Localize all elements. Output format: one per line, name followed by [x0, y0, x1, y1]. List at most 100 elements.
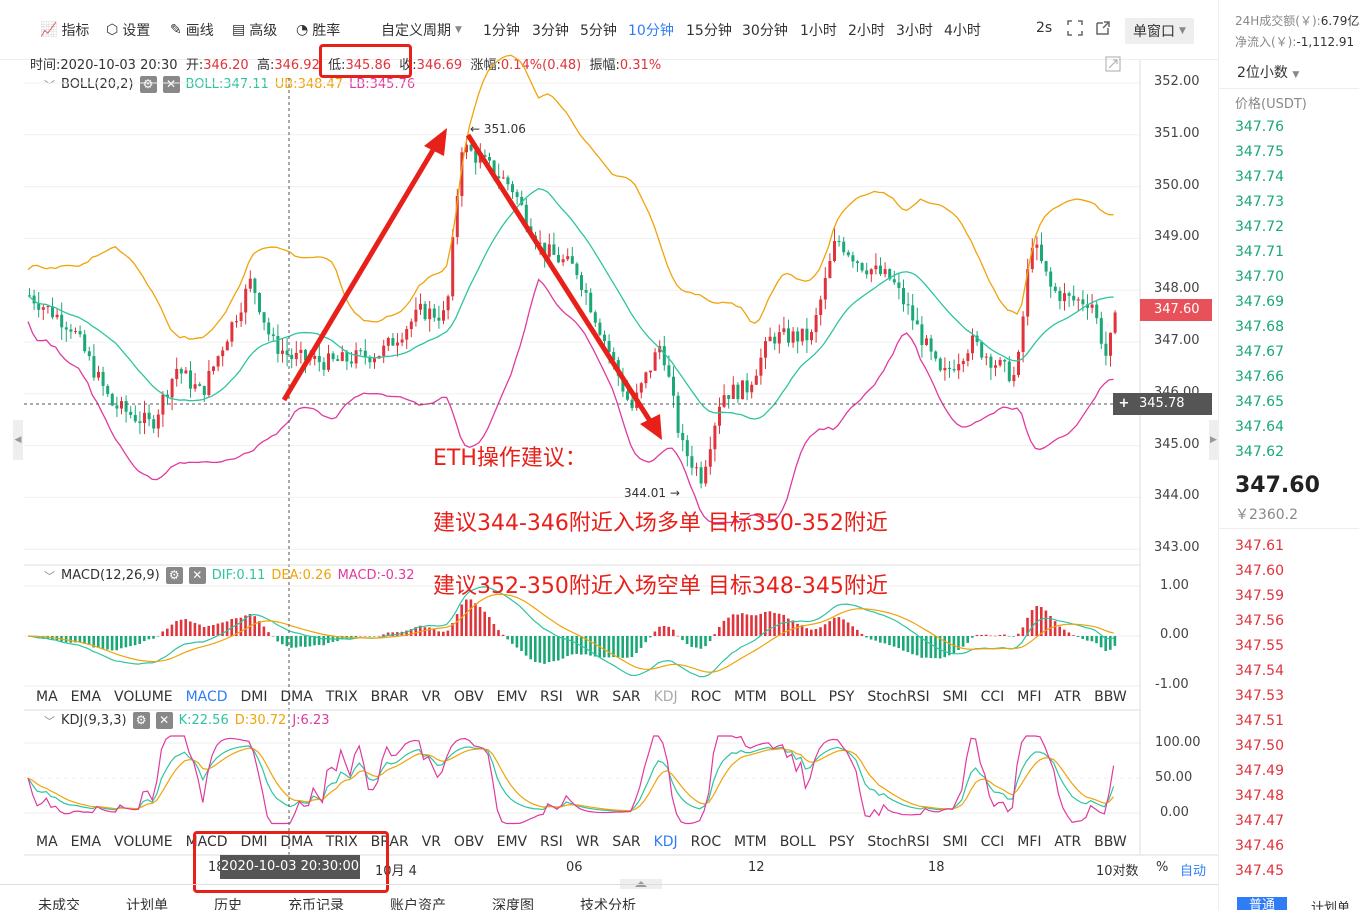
indicator-tab[interactable]: MACD: [185, 689, 228, 705]
indicator-tab[interactable]: CCI: [980, 689, 1005, 705]
ask-price[interactable]: 347.72: [1235, 219, 1284, 235]
indicator-button[interactable]: 📈 指标: [40, 20, 89, 40]
indicator-tab[interactable]: VOLUME: [114, 834, 173, 850]
normal-order-button[interactable]: 普通: [1237, 897, 1287, 910]
period-tab[interactable]: 4小时: [944, 23, 981, 39]
ask-price[interactable]: 347.64: [1235, 419, 1284, 435]
custom-period-dropdown[interactable]: 自定义周期 ▼: [381, 20, 462, 40]
period-tab[interactable]: 15分钟: [686, 23, 732, 39]
indicator-tab[interactable]: BRAR: [370, 689, 409, 705]
scroll-left-icon[interactable]: ◀: [13, 420, 23, 460]
plus-icon[interactable]: +: [1118, 396, 1130, 411]
bid-price[interactable]: 347.51: [1235, 713, 1284, 729]
period-tab[interactable]: 30分钟: [742, 23, 788, 39]
tab-account-assets[interactable]: 账户资产: [390, 898, 446, 910]
advanced-button[interactable]: ▤ 高级: [232, 20, 277, 40]
auto-scale-toggle[interactable]: 自动: [1180, 864, 1207, 879]
ask-price[interactable]: 347.76: [1235, 119, 1284, 135]
indicator-tab[interactable]: BOLL: [779, 689, 816, 705]
indicator-tab[interactable]: TRIX: [325, 834, 358, 850]
ask-price[interactable]: 347.74: [1235, 169, 1284, 185]
indicator-tab[interactable]: VR: [421, 834, 441, 850]
ask-price[interactable]: 347.62: [1235, 444, 1284, 460]
indicator-tab[interactable]: MA: [36, 834, 58, 850]
close-icon[interactable]: ✕: [155, 712, 173, 729]
period-tab[interactable]: 1分钟: [483, 23, 520, 39]
indicator-tab[interactable]: MTM: [734, 834, 767, 850]
fullscreen-icon[interactable]: [1066, 19, 1084, 37]
collapse-chevron-icon[interactable]: ﹀: [44, 714, 55, 728]
tab-depth-chart[interactable]: 深度图: [492, 898, 534, 910]
indicator-tab[interactable]: EMV: [496, 834, 528, 850]
refresh-interval[interactable]: 2s: [1036, 20, 1052, 36]
bid-price[interactable]: 347.45: [1235, 863, 1284, 879]
gear-icon[interactable]: ⚙: [132, 712, 150, 729]
indicator-tab[interactable]: StochRSI: [867, 834, 930, 850]
ask-price[interactable]: 347.75: [1235, 144, 1284, 160]
indicator-tab[interactable]: PSY: [828, 834, 855, 850]
period-tab[interactable]: 3小时: [896, 23, 933, 39]
indicator-tab[interactable]: MFI: [1017, 834, 1042, 850]
period-tab[interactable]: 1小时: [800, 23, 837, 39]
indicator-tab[interactable]: ATR: [1054, 834, 1082, 850]
collapse-chevron-icon[interactable]: ﹀: [44, 78, 55, 92]
bid-price[interactable]: 347.54: [1235, 663, 1284, 679]
tab-deposit-records[interactable]: 充币记录: [288, 898, 344, 910]
maximize-icon[interactable]: [1105, 56, 1121, 72]
decimals-dropdown[interactable]: 2位小数 ▼: [1237, 62, 1299, 82]
bid-price[interactable]: 347.55: [1235, 638, 1284, 654]
gear-icon[interactable]: ⚙: [139, 76, 157, 93]
bid-price[interactable]: 347.56: [1235, 613, 1284, 629]
indicator-tab[interactable]: KDJ: [653, 689, 678, 705]
drawline-button[interactable]: ✎ 画线: [170, 20, 214, 40]
period-tab[interactable]: 10分钟: [628, 23, 674, 39]
indicator-tab[interactable]: RSI: [540, 689, 563, 705]
indicator-tab[interactable]: EMV: [496, 689, 528, 705]
bid-price[interactable]: 347.59: [1235, 588, 1284, 604]
indicator-tab[interactable]: ROC: [690, 689, 722, 705]
indicator-tab[interactable]: MA: [36, 689, 58, 705]
tab-technical-analysis[interactable]: 技术分析: [580, 898, 636, 910]
tab-history[interactable]: 历史: [214, 898, 242, 910]
indicator-tab[interactable]: RSI: [540, 834, 563, 850]
scroll-right-icon[interactable]: ▶: [1209, 420, 1218, 460]
indicator-tab[interactable]: SMI: [942, 689, 968, 705]
bid-price[interactable]: 347.60: [1235, 563, 1284, 579]
close-icon[interactable]: ✕: [188, 567, 206, 584]
indicator-tab[interactable]: ROC: [690, 834, 722, 850]
price-chart[interactable]: [0, 0, 1218, 910]
plan-order-tab[interactable]: 计划单: [1311, 901, 1351, 910]
close-icon[interactable]: ✕: [162, 76, 180, 93]
bid-price[interactable]: 347.48: [1235, 788, 1284, 804]
indicator-tab[interactable]: OBV: [453, 689, 484, 705]
indicator-tab[interactable]: MTM: [734, 689, 767, 705]
window-mode-dropdown[interactable]: 单窗口 ▼: [1125, 18, 1194, 44]
bid-price[interactable]: 347.46: [1235, 838, 1284, 854]
indicator-tab[interactable]: TRIX: [325, 689, 358, 705]
period-tab[interactable]: 2小时: [848, 23, 885, 39]
ask-price[interactable]: 347.67: [1235, 344, 1284, 360]
indicator-tab[interactable]: DMA: [280, 689, 313, 705]
indicator-tab[interactable]: VR: [421, 689, 441, 705]
indicator-tab[interactable]: WR: [575, 834, 600, 850]
indicator-tab[interactable]: KDJ: [653, 834, 678, 850]
ask-price[interactable]: 347.73: [1235, 194, 1284, 210]
indicator-tab[interactable]: EMA: [70, 689, 102, 705]
indicator-tab[interactable]: OBV: [453, 834, 484, 850]
indicator-tab[interactable]: DMA: [280, 834, 313, 850]
settings-button[interactable]: ⬡ 设置: [106, 20, 150, 40]
indicator-tab[interactable]: MFI: [1017, 689, 1042, 705]
percent-scale-toggle[interactable]: %: [1156, 860, 1169, 875]
indicator-tab[interactable]: WR: [575, 689, 600, 705]
indicator-tab[interactable]: BBW: [1094, 689, 1127, 705]
indicator-tab[interactable]: SMI: [942, 834, 968, 850]
indicator-tab[interactable]: MACD: [185, 834, 228, 850]
bid-price[interactable]: 347.50: [1235, 738, 1284, 754]
indicator-tab[interactable]: StochRSI: [867, 689, 930, 705]
ask-price[interactable]: 347.69: [1235, 294, 1284, 310]
bid-price[interactable]: 347.53: [1235, 688, 1284, 704]
tab-plan-orders[interactable]: 计划单: [126, 898, 168, 910]
ask-price[interactable]: 347.68: [1235, 319, 1284, 335]
ask-price[interactable]: 347.71: [1235, 244, 1284, 260]
ask-price[interactable]: 347.65: [1235, 394, 1284, 410]
